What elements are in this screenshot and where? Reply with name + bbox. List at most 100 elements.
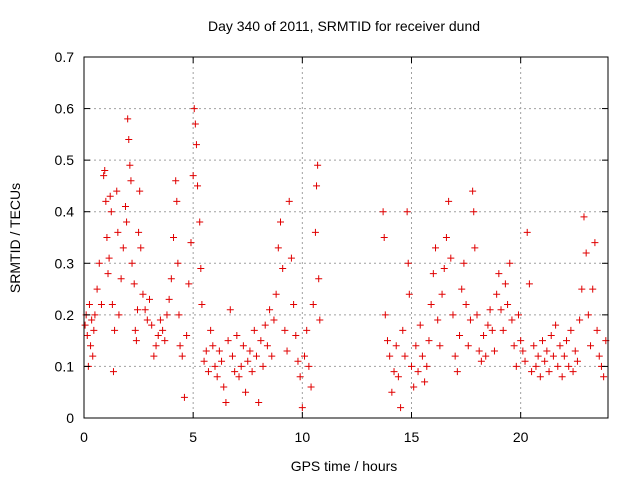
data-point [432,244,440,252]
data-point [90,326,98,334]
data-point [311,228,319,236]
data-point [209,342,217,350]
data-point [187,239,195,247]
data-point [464,342,472,350]
data-point [296,373,304,381]
data-point [88,316,96,324]
data-point [91,311,99,319]
data-point [421,378,429,386]
data-point [115,311,123,319]
data-point [576,316,584,324]
data-point [150,352,158,360]
data-point [530,342,538,350]
data-point [113,187,121,195]
data-point [242,388,250,396]
data-point [161,337,169,345]
data-point [473,311,481,319]
data-point [462,301,470,309]
data-point [315,275,323,283]
data-point [471,244,479,252]
data-point [93,285,101,293]
data-point [263,342,271,350]
data-point [558,373,566,381]
data-point [119,244,127,252]
data-point [233,331,241,339]
data-point [102,197,110,205]
data-point [470,208,478,216]
data-point [314,161,322,169]
data-point [547,331,555,339]
data-point [447,254,455,262]
data-point [268,352,276,360]
data-point [156,316,164,324]
data-point [257,337,265,345]
data-point [425,337,433,345]
data-point [224,337,232,345]
data-point [528,368,536,376]
data-point [136,187,144,195]
data-point [584,311,592,319]
data-point [543,347,551,355]
data-point [556,342,564,350]
y-tick-label: 0.6 [55,101,75,117]
data-points [81,105,610,412]
data-point [259,362,267,370]
data-point [95,259,103,267]
axes-layer: 0 0.1 0.2 0.3 0.4 0.5 0.6 0.7 0 5 10 15 20 [55,49,609,445]
data-point [532,362,540,370]
data-point [408,362,415,370]
data-point [386,352,394,360]
x-tick-label: 10 [295,429,311,445]
data-point [175,311,183,319]
data-point [434,316,442,324]
data-point [508,316,516,324]
data-point [313,182,321,190]
data-point [591,239,599,247]
y-tick-label: 0 [66,410,74,426]
data-point [493,290,501,298]
data-point [255,399,263,407]
data-point [272,290,280,298]
data-point [412,342,420,350]
data-point [114,228,122,236]
data-point [252,352,260,360]
data-point [449,311,457,319]
x-axis-label: GPS time / hours [291,458,398,474]
data-point [488,326,496,334]
data-point [279,264,287,272]
data-point [504,301,512,309]
data-point [582,249,590,257]
data-point [440,264,448,272]
data-point [545,368,553,376]
data-point [290,301,298,309]
data-point [539,337,546,345]
data-point [549,352,557,360]
data-point [85,301,93,309]
data-point [143,316,151,324]
data-point [480,331,488,339]
data-point [137,244,145,252]
data-point [427,301,435,309]
x-tick-label: 5 [189,429,197,445]
data-point [246,347,254,355]
data-point [248,368,256,376]
data-point [521,357,529,365]
data-point [466,316,474,324]
data-point [569,368,577,376]
data-point [103,234,111,241]
data-point [580,213,588,221]
data-point [404,259,412,267]
y-tick-label: 0.1 [55,358,75,374]
data-point [573,357,581,365]
data-point [163,311,171,319]
data-point [228,352,236,360]
data-point [565,362,573,370]
data-point [231,368,239,376]
data-point [506,259,514,267]
data-point [159,326,167,334]
data-point [178,352,186,360]
data-point [108,301,116,309]
data-point [180,393,188,401]
data-point [399,326,407,334]
y-tick-label: 0.7 [55,49,75,65]
